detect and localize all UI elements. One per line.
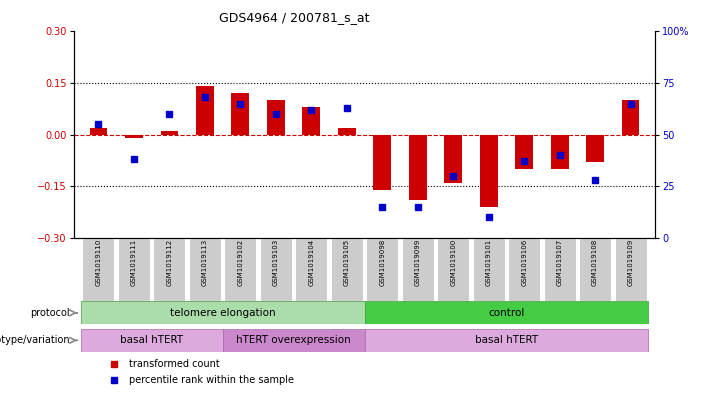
Bar: [331, 238, 362, 301]
Bar: [196, 86, 214, 134]
Bar: [223, 329, 365, 352]
Bar: [90, 128, 107, 134]
Bar: [267, 100, 285, 134]
Text: GSM1019104: GSM1019104: [308, 239, 314, 286]
Bar: [622, 100, 639, 134]
Bar: [83, 238, 114, 301]
Text: GSM1019110: GSM1019110: [95, 239, 102, 286]
Bar: [586, 134, 604, 162]
Bar: [437, 238, 469, 301]
Bar: [374, 134, 391, 189]
Bar: [615, 238, 646, 301]
Bar: [365, 329, 648, 352]
Bar: [118, 238, 150, 301]
Text: GSM1019098: GSM1019098: [379, 239, 386, 286]
Text: GSM1019112: GSM1019112: [166, 239, 172, 286]
Text: hTERT overexpression: hTERT overexpression: [236, 335, 351, 345]
Bar: [295, 238, 327, 301]
Bar: [338, 128, 355, 134]
Text: transformed count: transformed count: [129, 358, 219, 369]
Text: control: control: [488, 308, 524, 318]
Text: basal hTERT: basal hTERT: [120, 335, 183, 345]
Text: GSM1019101: GSM1019101: [486, 239, 491, 286]
Text: genotype/variation: genotype/variation: [0, 335, 70, 345]
Text: GSM1019103: GSM1019103: [273, 239, 279, 286]
Bar: [444, 134, 462, 183]
Bar: [224, 238, 257, 301]
Bar: [402, 238, 434, 301]
Bar: [302, 107, 320, 134]
Bar: [515, 134, 533, 169]
Text: GSM1019111: GSM1019111: [131, 239, 137, 286]
Text: telomere elongation: telomere elongation: [170, 308, 275, 318]
Bar: [544, 238, 576, 301]
Text: GSM1019113: GSM1019113: [202, 239, 208, 286]
Bar: [579, 238, 611, 301]
Bar: [551, 134, 569, 169]
Bar: [154, 238, 185, 301]
Bar: [260, 238, 292, 301]
Bar: [81, 301, 365, 324]
Text: GDS4964 / 200781_s_at: GDS4964 / 200781_s_at: [219, 11, 369, 24]
Text: GSM1019108: GSM1019108: [592, 239, 598, 286]
Bar: [409, 134, 427, 200]
Bar: [189, 238, 221, 301]
Text: GSM1019107: GSM1019107: [557, 239, 563, 286]
Bar: [479, 134, 498, 207]
Bar: [81, 329, 223, 352]
Text: GSM1019109: GSM1019109: [627, 239, 634, 286]
Text: GSM1019100: GSM1019100: [450, 239, 456, 286]
Bar: [125, 134, 143, 138]
Text: GSM1019106: GSM1019106: [521, 239, 527, 286]
Text: protocol: protocol: [30, 308, 70, 318]
Bar: [472, 238, 505, 301]
Bar: [367, 238, 398, 301]
Text: GSM1019105: GSM1019105: [343, 239, 350, 286]
Text: GSM1019099: GSM1019099: [415, 239, 421, 286]
Bar: [365, 301, 648, 324]
Text: percentile rank within the sample: percentile rank within the sample: [129, 375, 294, 385]
Text: GSM1019102: GSM1019102: [238, 239, 243, 286]
Bar: [161, 131, 178, 134]
Text: basal hTERT: basal hTERT: [475, 335, 538, 345]
Bar: [231, 93, 250, 134]
Bar: [508, 238, 540, 301]
